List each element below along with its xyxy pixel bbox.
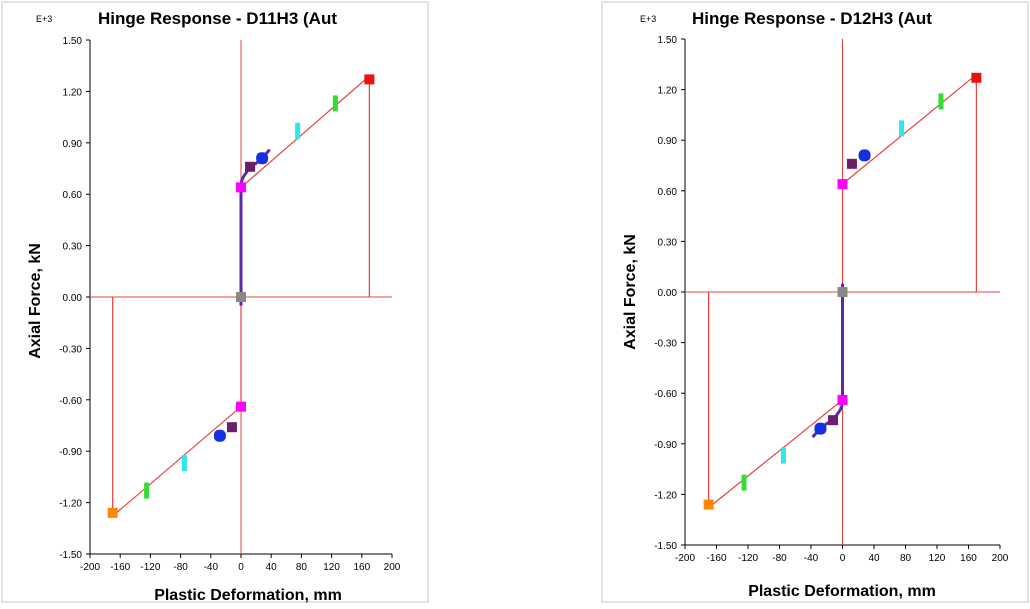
state-marker (236, 182, 246, 193)
state-marker (938, 93, 944, 110)
y-axis-label: Axial Force, kN (622, 234, 639, 350)
chart-frame (1, 1, 429, 603)
state-marker (703, 499, 714, 510)
x-tick-label: -40 (804, 553, 819, 564)
state-marker (236, 401, 246, 412)
x-tick-label: -40 (204, 562, 219, 573)
x-tick-label: 200 (992, 553, 1009, 564)
y-tick-label: 0.30 (658, 237, 678, 248)
state-marker (837, 179, 848, 190)
y-tick-label: -0.60 (59, 396, 82, 407)
state-marker (837, 287, 848, 297)
y-tick-label: 0.90 (658, 136, 678, 147)
x-tick-label: 40 (868, 553, 880, 564)
y-tick-label: 0.00 (63, 293, 83, 304)
x-tick-label: 0 (238, 562, 244, 573)
x-tick-label: 200 (384, 562, 401, 573)
x-tick-label: -120 (738, 553, 758, 564)
state-marker (899, 120, 905, 137)
y-tick-label: -1.20 (59, 499, 82, 510)
x-tick-label: -80 (173, 562, 188, 573)
state-marker (144, 482, 150, 499)
state-marker (226, 422, 237, 433)
exponent-label: E+3 (36, 14, 52, 24)
chart-title: Hinge Response - D12H3 (Aut (692, 9, 932, 28)
x-tick-label: -200 (80, 562, 100, 573)
x-tick-label: 160 (960, 553, 977, 564)
y-tick-label: -0.30 (59, 344, 82, 355)
response-curve (811, 283, 844, 439)
exponent-label: E+3 (640, 14, 656, 24)
x-tick-label: -120 (140, 562, 160, 573)
x-tick-label: 0 (840, 553, 846, 564)
chart-frame (601, 1, 1029, 603)
y-tick-label: 0.00 (658, 288, 678, 299)
y-tick-label: 0.90 (63, 139, 83, 150)
y-tick-label: 0.60 (63, 190, 83, 201)
chart-title: Hinge Response - D11H3 (Aut (98, 9, 337, 28)
state-marker (858, 149, 871, 162)
y-tick-label: -1.50 (654, 541, 677, 552)
x-tick-label: -160 (706, 553, 726, 564)
y-tick-label: -0.30 (654, 339, 677, 350)
y-tick-label: 1.50 (63, 36, 83, 47)
state-marker (741, 474, 747, 491)
x-axis-label: Plastic Deformation, mm (154, 587, 342, 604)
x-tick-label: -160 (110, 562, 130, 573)
state-marker (213, 429, 226, 442)
state-marker (245, 161, 256, 172)
state-marker (332, 95, 338, 112)
y-tick-label: 0.30 (63, 242, 83, 253)
y-tick-label: 1.20 (63, 87, 83, 98)
hinge-chart-right: E+3 Hinge Response - D12H3 (Aut Plastic … (600, 0, 1030, 604)
state-marker (236, 292, 246, 302)
y-tick-label: -0.60 (654, 389, 677, 400)
state-marker (780, 447, 786, 464)
state-marker (295, 122, 301, 139)
state-marker (107, 507, 118, 518)
x-tick-label: 120 (929, 553, 946, 564)
hinge-chart-left-svg: E+3 Hinge Response - D11H3 (Aut Plastic … (1, 1, 429, 604)
y-tick-label: -1.50 (59, 550, 82, 561)
response-curve (239, 148, 271, 306)
y-tick-label: -1.20 (654, 490, 677, 501)
state-marker (814, 422, 827, 435)
y-tick-label: 0.60 (658, 187, 678, 198)
y-axis-label: Axial Force, kN (27, 243, 44, 359)
state-marker (256, 152, 269, 165)
y-tick-label: 1.20 (658, 86, 678, 97)
y-tick-label: -0.90 (654, 440, 677, 451)
x-tick-label: 80 (900, 553, 912, 564)
state-marker (364, 74, 375, 85)
x-axis-label: Plastic Deformation, mm (748, 583, 936, 600)
x-tick-label: 40 (266, 562, 278, 573)
state-marker (846, 158, 857, 169)
state-marker (828, 415, 839, 426)
y-tick-label: -0.90 (59, 447, 82, 458)
x-tick-label: -80 (772, 553, 787, 564)
state-marker (971, 72, 982, 83)
state-marker (837, 394, 848, 405)
x-tick-label: -200 (675, 553, 695, 564)
x-tick-label: 80 (296, 562, 308, 573)
x-tick-label: 120 (323, 562, 340, 573)
state-marker (181, 455, 187, 472)
y-tick-label: 1.50 (658, 35, 678, 46)
hinge-chart-right-svg: E+3 Hinge Response - D12H3 (Aut Plastic … (601, 1, 1029, 603)
hinge-chart-left: E+3 Hinge Response - D11H3 (Aut Plastic … (0, 0, 430, 604)
x-tick-label: 160 (353, 562, 370, 573)
